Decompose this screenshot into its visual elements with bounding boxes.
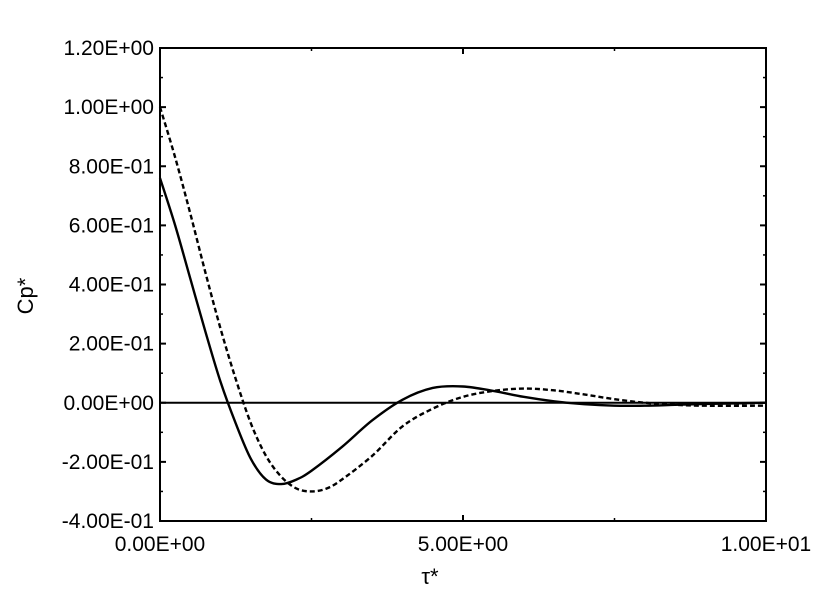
y-tick-label: 1.00E+00 [63,96,154,119]
x-axis-title: τ* [421,564,439,589]
plot-frame [159,47,767,522]
y-tick-label: 6.00E-01 [69,214,154,237]
series-group [158,106,767,493]
y-tick-label: -4.00E-01 [62,510,154,533]
y-tick-label: 1.20E+00 [63,37,154,60]
x-tick-label: 1.00E+01 [721,533,812,556]
x-ticks: 0.00E+00 5.00E+00 1.00E+01 [115,48,812,556]
y-tick-label: 4.00E-01 [69,274,154,297]
y-tick-label: 2.00E-01 [69,333,154,356]
y-tick-label: 0.00E+00 [63,392,154,415]
y-tick-label: 8.00E-01 [69,155,154,178]
y-axis-title: Cp* [13,277,38,314]
y-ticks: 1.20E+00 1.00E+00 8.00E-01 6.00E-01 4.00E-01… [62,37,766,533]
x-tick-label: 0.00E+00 [115,533,206,556]
series-line-solid [158,177,767,486]
y-tick-label: -2.00E-01 [62,451,154,474]
series-line-dashed [158,106,767,493]
x-tick-label: 5.00E+00 [418,533,509,556]
